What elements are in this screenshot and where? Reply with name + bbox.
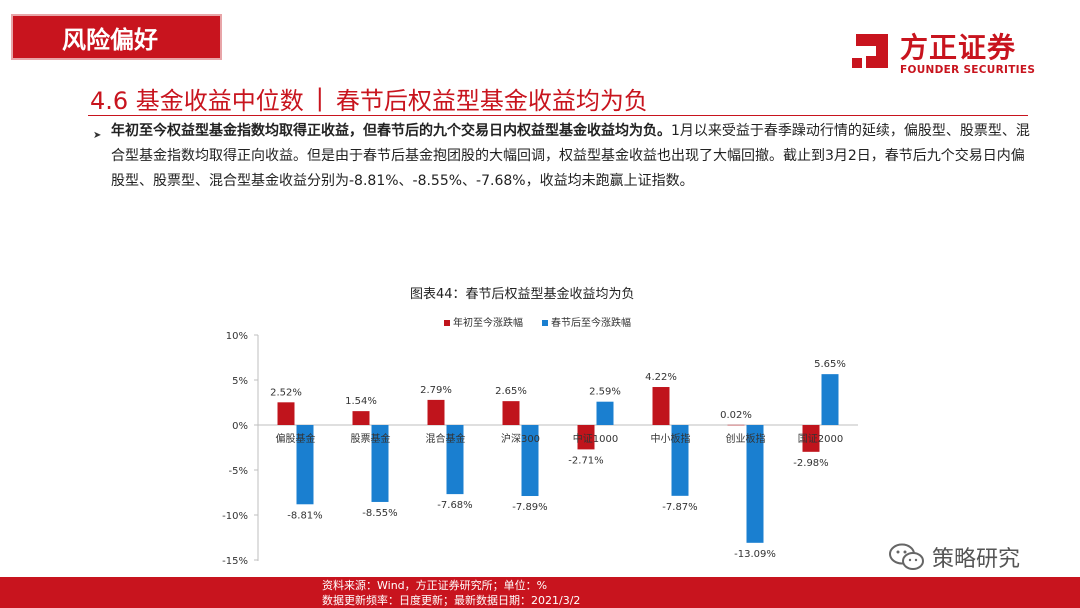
y-tick-label: -15% xyxy=(222,556,248,567)
legend-swatch xyxy=(542,320,548,326)
bar-ytd xyxy=(577,425,595,450)
y-tick-label: 10% xyxy=(226,331,248,342)
bar-ytd xyxy=(427,399,445,425)
y-tick-label: -5% xyxy=(229,466,248,477)
bar-post-festival xyxy=(521,425,539,497)
legend-swatch xyxy=(444,320,450,326)
bar-ytd xyxy=(652,387,670,425)
x-tick-label: 中小板指 xyxy=(651,432,691,445)
data-label: -8.55% xyxy=(362,508,397,519)
bar-ytd xyxy=(502,401,520,425)
y-tick-label: -10% xyxy=(222,511,248,522)
slide-title: 4.6 基金收益中位数 | 春节后权益型基金收益均为负 xyxy=(90,80,648,116)
data-label: -2.71% xyxy=(568,455,603,466)
watermark-text: 策略研究 xyxy=(932,547,1021,572)
data-label: 1.54% xyxy=(345,396,377,407)
title-separator: | xyxy=(315,84,324,112)
bar-ytd xyxy=(727,424,745,426)
data-label: 2.52% xyxy=(270,387,302,398)
data-label: 2.65% xyxy=(495,386,527,397)
chart-caption: 图表44：春节后权益型基金收益均为负 xyxy=(410,287,635,302)
legend-label: 年初至今涨跌幅 xyxy=(453,316,523,329)
data-label: -7.89% xyxy=(512,502,547,513)
founder-logo-mark xyxy=(852,34,888,68)
bar-ytd xyxy=(277,402,295,425)
bar-ytd xyxy=(352,411,370,425)
footer-update: 数据更新频率：日度更新；最新数据日期：2021/3/2 xyxy=(322,594,581,607)
x-tick-label: 沪深300 xyxy=(501,432,540,445)
x-tick-label: 混合基金 xyxy=(426,432,466,445)
bar-post-festival xyxy=(671,425,689,496)
x-tick-label: 股票基金 xyxy=(351,432,391,445)
bar-ytd xyxy=(802,425,820,452)
summary-rest: 1月以来受益于春季躁动行情的延续，偏股型、股票型、混合型基金指数均取得正向收益。… xyxy=(111,123,1030,189)
legend-label: 春节后至今涨跌幅 xyxy=(551,316,631,329)
section-tag-label: 风险偏好 xyxy=(62,25,158,54)
data-label: 0.02% xyxy=(720,410,752,421)
summary-paragraph: 年初至今权益型基金指数均取得正收益，但春节后的九个交易日内权益型基金收益均为负。… xyxy=(111,119,1031,194)
slide-title-number: 4.6 基金收益中位数 xyxy=(90,86,304,115)
bar-post-festival xyxy=(446,425,464,495)
slide-subtitle: 春节后权益型基金收益均为负 xyxy=(335,86,648,115)
data-label: -7.68% xyxy=(437,500,472,511)
data-label: 2.79% xyxy=(420,385,452,396)
section-tag: 风险偏好 xyxy=(11,14,222,60)
footer-bar xyxy=(0,577,1080,608)
footer-text: 资料来源：Wind，方正证券研究所；单位：% 数据更新频率：日度更新；最新数据日… xyxy=(322,578,580,608)
data-label: -8.81% xyxy=(287,510,322,521)
data-label: 2.59% xyxy=(589,387,621,398)
founder-logo: 方正证券 FOUNDER SECURITIES xyxy=(848,28,1048,80)
title-underline xyxy=(88,115,1028,116)
y-tick-label: 5% xyxy=(232,376,248,387)
bar-post-festival xyxy=(821,374,839,425)
watermark: 策略研究 xyxy=(888,540,1058,574)
x-tick-label: 国证2000 xyxy=(798,433,843,445)
bar-post-festival xyxy=(296,425,314,505)
wechat-icon xyxy=(889,543,924,570)
x-tick-label: 中证1000 xyxy=(573,432,618,445)
data-label: -7.87% xyxy=(662,502,697,513)
data-label: 4.22% xyxy=(645,372,677,383)
logo-name-cn: 方正证券 xyxy=(900,31,1017,64)
bar-post-festival xyxy=(746,425,764,543)
data-label: -2.98% xyxy=(793,458,828,469)
data-label: -13.09% xyxy=(734,549,776,560)
x-tick-label: 偏股基金 xyxy=(276,432,316,445)
footer-source: 资料来源：Wind，方正证券研究所；单位：% xyxy=(322,579,548,592)
bullet-arrow-icon: ➤ xyxy=(93,130,102,141)
y-tick-label: 0% xyxy=(232,421,248,432)
x-tick-label: 创业板指 xyxy=(726,432,766,445)
summary-bold: 年初至今权益型基金指数均取得正收益，但春节后的九个交易日内权益型基金收益均为负。 xyxy=(111,123,671,139)
logo-name-en: FOUNDER SECURITIES xyxy=(900,64,1036,76)
data-label: 5.65% xyxy=(814,359,846,370)
bar-post-festival xyxy=(596,401,614,425)
bar-post-festival xyxy=(371,425,389,502)
